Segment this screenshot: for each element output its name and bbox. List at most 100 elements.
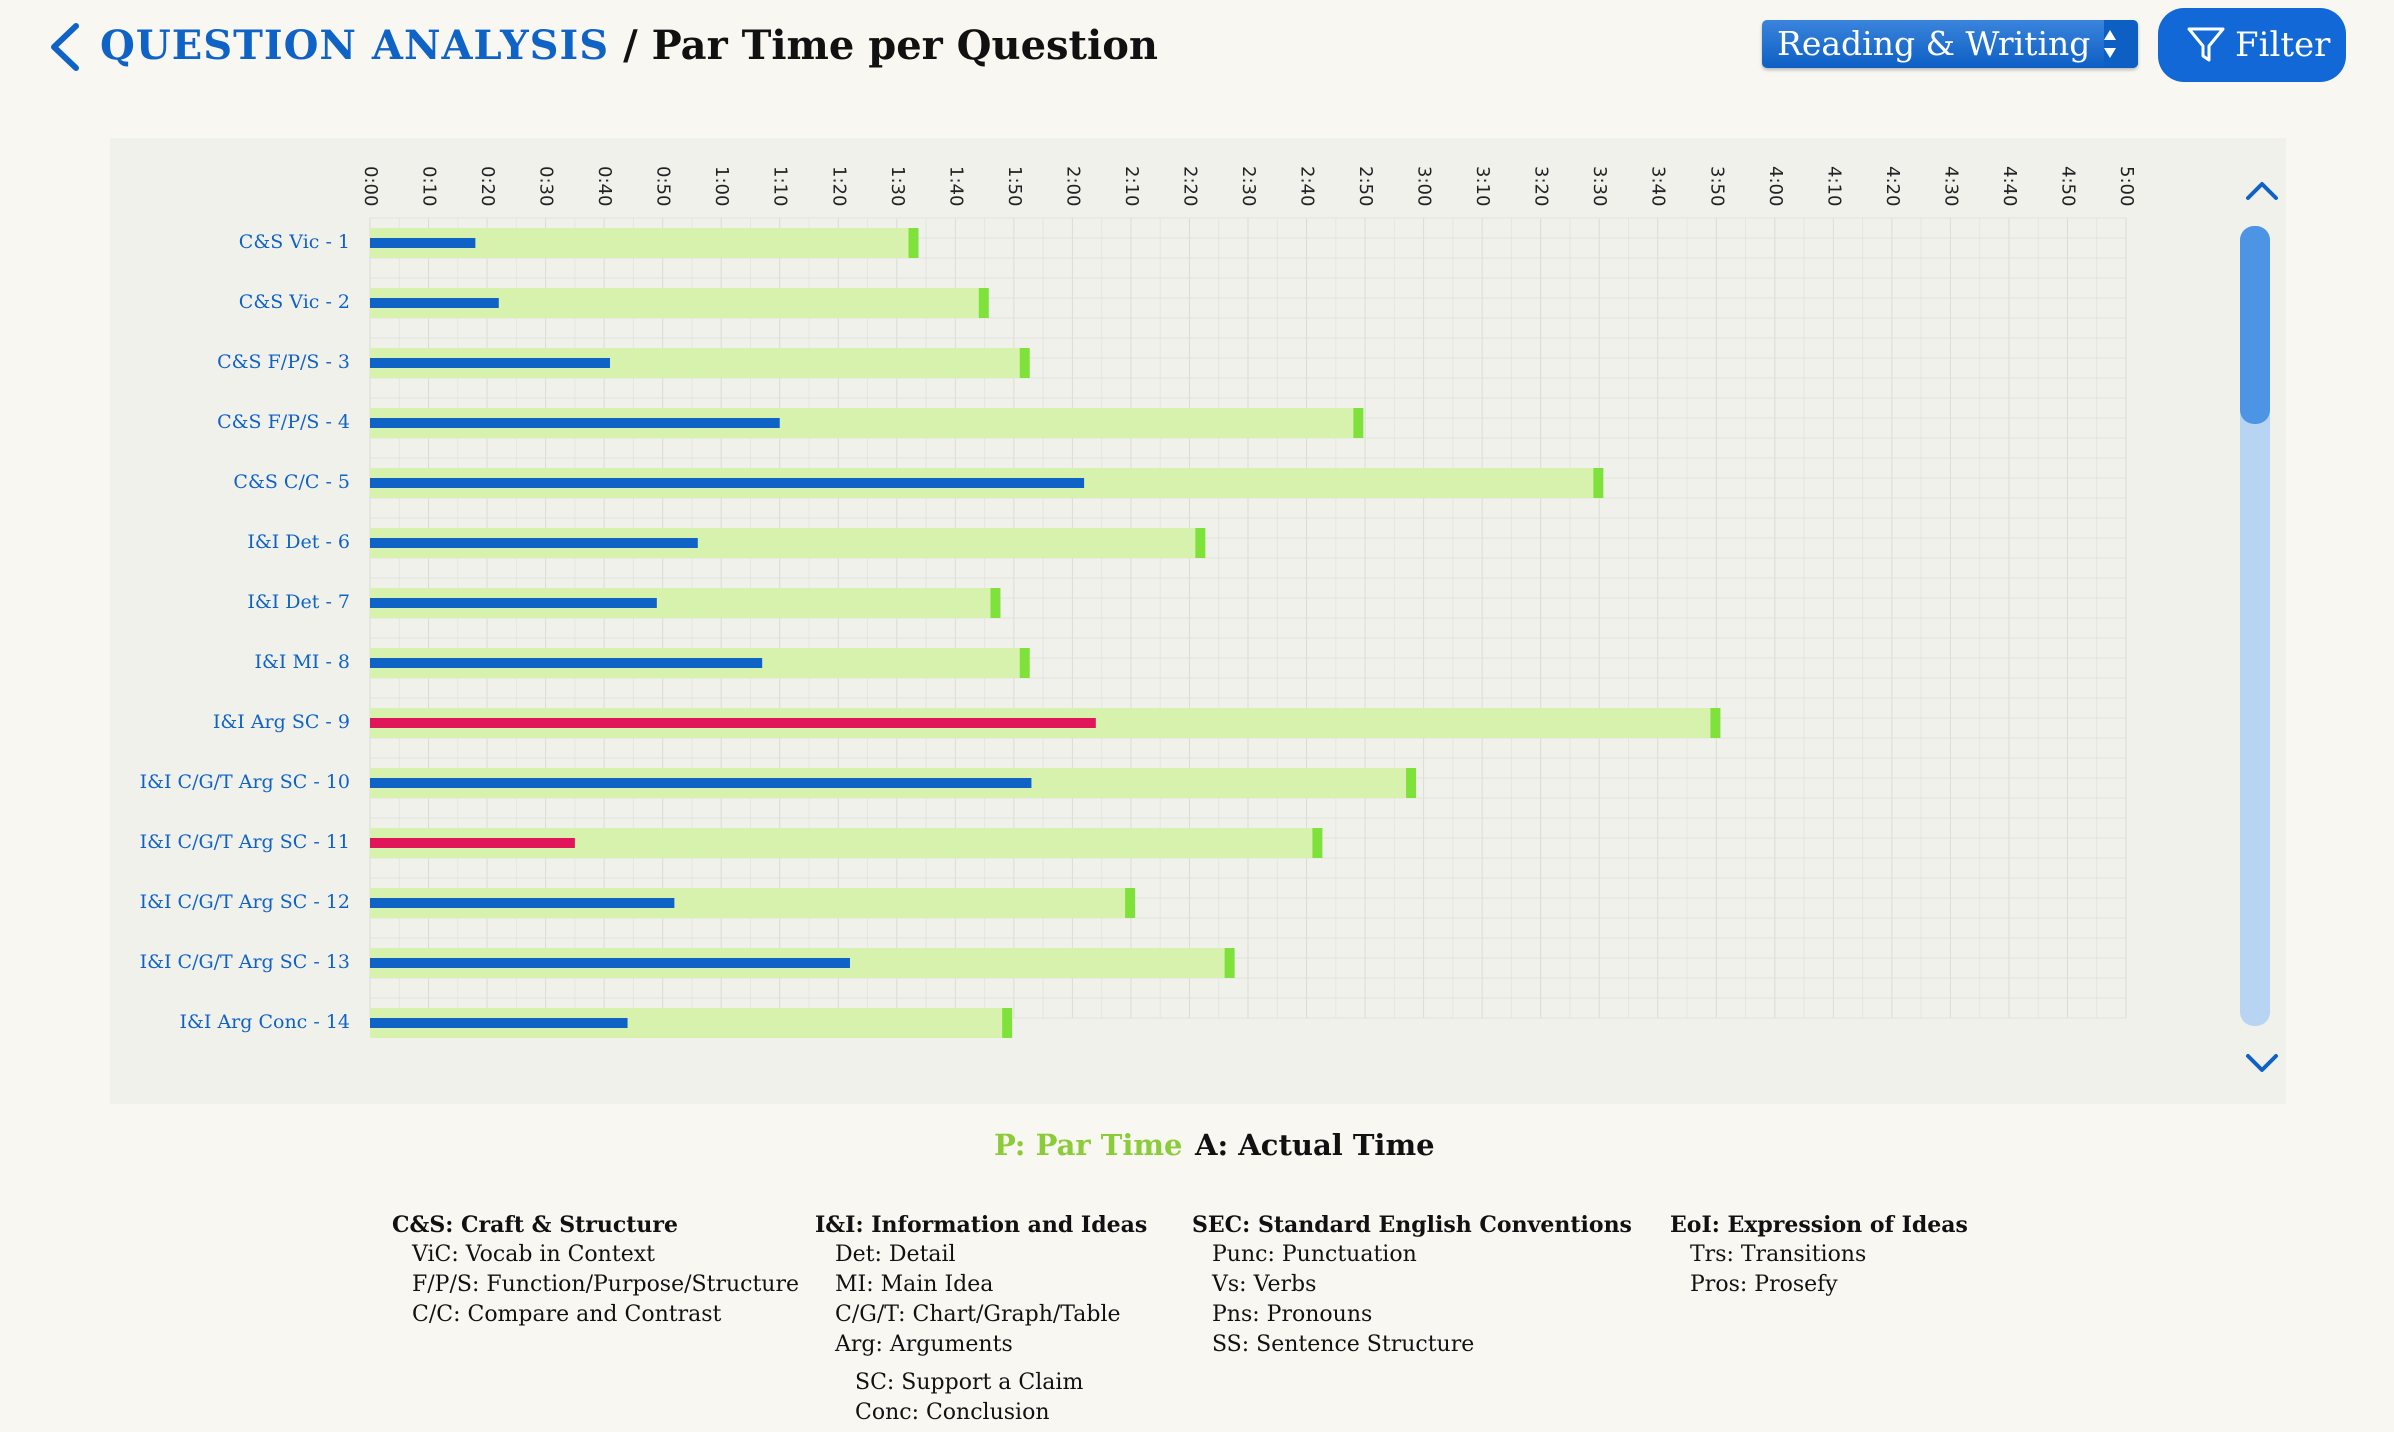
x-tick-label: 0:30 — [536, 166, 557, 206]
question-label: C&S C/C - 5 — [233, 471, 350, 493]
abbreviation-item: MI: Main Idea — [835, 1272, 994, 1297]
actual-time-bar — [370, 238, 476, 248]
question-label: I&I MI - 8 — [254, 651, 350, 673]
question-label: I&I C/G/T Arg SC - 12 — [140, 891, 350, 913]
par-time-marker — [1593, 468, 1604, 498]
x-tick-label: 4:10 — [1823, 166, 1844, 206]
question-label: I&I Arg Conc - 14 — [180, 1011, 351, 1033]
par-time-chart: 0:00 0:10 0:20 0:30 0:40 0:50 1:00 1:10 1:20 1:30… — [140, 166, 2137, 1038]
abbreviation-group-sec: SEC: Standard English Conventions Punc: … — [1192, 1210, 1632, 1360]
par-time-marker — [1312, 828, 1323, 858]
abbreviation-subitem: Conc: Conclusion — [855, 1400, 1050, 1425]
x-tick-label: 1:20 — [828, 166, 849, 206]
abbreviation-group-cs: C&S: Craft & Structure ViC: Vocab in Con… — [392, 1210, 799, 1330]
x-tick-label: 2:10 — [1121, 166, 1142, 206]
question-label: C&S Vic - 1 — [239, 231, 350, 253]
breadcrumb-section-link[interactable]: QUESTION ANALYSIS — [100, 22, 610, 69]
filter-button-label: Filter — [2235, 25, 2331, 65]
x-tick-label: 2:20 — [1179, 166, 1200, 206]
x-tick-label: 4:50 — [2057, 166, 2078, 206]
legend-actual-time: A: Actual Time — [1195, 1128, 1435, 1162]
actual-time-bar — [370, 538, 698, 548]
x-tick-label: 1:50 — [1004, 166, 1025, 206]
x-tick-label: 2:40 — [1297, 166, 1318, 206]
question-label: I&I C/G/T Arg SC - 13 — [140, 951, 350, 973]
actual-time-bar — [370, 658, 763, 668]
question-label: I&I Arg SC - 9 — [213, 711, 350, 733]
actual-time-bar — [370, 298, 499, 308]
par-time-marker — [1019, 648, 1030, 678]
back-chevron-icon[interactable] — [46, 22, 86, 72]
abbreviation-item: Vs: Verbs — [1212, 1272, 1317, 1297]
actual-time-bar — [370, 358, 610, 368]
updown-arrows-icon — [2102, 26, 2118, 62]
abbreviation-item: Punc: Punctuation — [1212, 1242, 1417, 1267]
x-tick-label: 3:50 — [1706, 166, 1727, 206]
filter-funnel-icon — [2187, 27, 2225, 62]
par-time-marker — [1406, 768, 1417, 798]
question-label: C&S F/P/S - 4 — [217, 411, 350, 433]
abbreviation-item: SS: Sentence Structure — [1212, 1332, 1475, 1357]
actual-time-bar — [370, 1018, 628, 1028]
x-tick-label: 4:20 — [1882, 166, 1903, 206]
question-label: C&S Vic - 2 — [239, 291, 350, 313]
x-tick-label: 2:30 — [1238, 166, 1259, 206]
actual-time-bar — [370, 478, 1085, 488]
abbreviation-item: C/C: Compare and Contrast — [412, 1302, 722, 1327]
scroll-up-chevron-icon[interactable] — [2234, 170, 2290, 210]
x-tick-label: 0:50 — [653, 166, 674, 206]
question-label: I&I C/G/T Arg SC - 10 — [140, 771, 350, 793]
par-time-marker — [908, 228, 919, 258]
actual-time-bar — [370, 898, 675, 908]
subject-select[interactable]: Reading & Writing — [1762, 20, 2138, 68]
breadcrumb-separator: / — [623, 22, 638, 69]
chart-panel: 0:00 0:10 0:20 0:30 0:40 0:50 1:00 1:10 1:20 1:30… — [110, 138, 2286, 1104]
par-time-marker — [1224, 948, 1235, 978]
abbreviation-heading: I&I: Information and Ideas — [815, 1212, 1148, 1238]
x-tick-label: 1:10 — [770, 166, 791, 206]
abbreviation-group-ii: I&I: Information and Ideas Det: Detail M… — [815, 1210, 1147, 1428]
question-label: I&I Det - 7 — [247, 591, 350, 613]
abbreviation-item: Pros: Prosefy — [1690, 1272, 1838, 1297]
abbreviation-item: Arg: Arguments — [835, 1332, 1013, 1357]
subject-select-arrow-area — [2104, 20, 2138, 68]
actual-time-bar — [370, 418, 780, 428]
scroll-down-chevron-icon[interactable] — [2234, 1044, 2290, 1084]
actual-time-bar — [370, 718, 1096, 728]
x-tick-label: 3:10 — [1472, 166, 1493, 206]
breadcrumb: QUESTION ANALYSIS / Par Time per Questio… — [100, 20, 1158, 72]
par-time-marker — [990, 588, 1001, 618]
abbreviation-subitem: SC: Support a Claim — [855, 1370, 1084, 1395]
x-tick-label: 0:20 — [477, 166, 498, 206]
abbreviation-item: Trs: Transitions — [1690, 1242, 1867, 1267]
header: QUESTION ANALYSIS / Par Time per Questio… — [0, 0, 2394, 100]
filter-button[interactable]: Filter — [2158, 8, 2346, 82]
actual-time-bar — [370, 838, 575, 848]
x-tick-label: 3:40 — [1648, 166, 1669, 206]
x-tick-label: 0:00 — [360, 166, 381, 206]
abbreviation-item: Det: Detail — [835, 1242, 956, 1267]
abbreviation-group-eoi: EoI: Expression of Ideas Trs: Transition… — [1670, 1210, 1968, 1300]
legend-par-time: P: Par Time — [994, 1128, 1183, 1162]
par-time-marker — [978, 288, 989, 318]
x-tick-label: 2:50 — [1355, 166, 1376, 206]
scrollbar-thumb[interactable] — [2240, 226, 2270, 424]
x-tick-label: 1:30 — [887, 166, 908, 206]
par-time-marker — [1125, 888, 1136, 918]
abbreviation-item: Pns: Pronouns — [1212, 1302, 1373, 1327]
question-label: C&S F/P/S - 3 — [217, 351, 350, 373]
x-tick-label: 5:00 — [2116, 166, 2137, 206]
actual-time-bar — [370, 958, 850, 968]
page-title: Par Time per Question — [651, 22, 1158, 69]
question-label: I&I C/G/T Arg SC - 11 — [140, 831, 350, 853]
actual-time-bar — [370, 598, 657, 608]
x-tick-label: 3:20 — [1531, 166, 1552, 206]
par-time-marker — [1002, 1008, 1013, 1038]
x-tick-label: 1:00 — [711, 166, 732, 206]
par-time-marker — [1019, 348, 1030, 378]
abbreviation-item: C/G/T: Chart/Graph/Table — [835, 1302, 1121, 1327]
x-tick-label: 4:30 — [1940, 166, 1961, 206]
par-time-marker — [1195, 528, 1206, 558]
x-tick-label: 1:40 — [945, 166, 966, 206]
x-tick-label: 0:40 — [594, 166, 615, 206]
